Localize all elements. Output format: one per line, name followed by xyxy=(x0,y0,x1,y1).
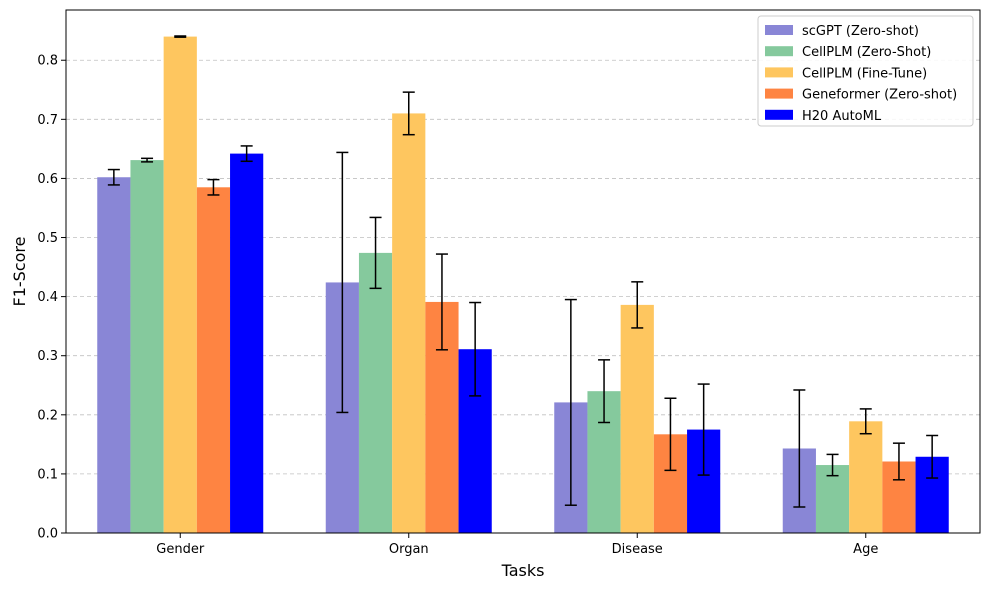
bar xyxy=(620,304,654,533)
y-tick-label: 0.6 xyxy=(37,172,58,187)
bars xyxy=(97,36,949,534)
bar xyxy=(130,160,164,534)
bar xyxy=(358,252,393,533)
bar xyxy=(392,113,426,533)
y-axis-label: F1-Score xyxy=(10,237,29,307)
y-axis: 0.0 0.1 0.2 0.3 0.4 0.5 0.6 0.7 0.8 xyxy=(37,54,66,542)
y-tick-label: 0.4 xyxy=(37,290,58,305)
bar xyxy=(196,187,231,533)
legend: scGPT (Zero-shot) CellPLM (Zero-Shot) Cell… xyxy=(757,15,974,127)
bar xyxy=(230,153,264,533)
y-tick-label: 0.7 xyxy=(37,113,58,128)
legend-swatch xyxy=(765,46,793,57)
legend-swatch xyxy=(765,109,793,120)
y-tick-label: 0.3 xyxy=(37,349,58,364)
x-tick-label: Gender xyxy=(156,542,205,557)
legend-swatch xyxy=(765,88,793,99)
x-axis: Gender Organ Disease Age xyxy=(156,533,878,557)
bar xyxy=(849,421,883,533)
legend-label: CellPLM (Zero-Shot) xyxy=(802,45,931,60)
y-tick-label: 0.5 xyxy=(37,231,58,246)
legend-label: H20 AutoML xyxy=(802,109,882,124)
y-tick-label: 0.1 xyxy=(37,467,58,482)
y-tick-label: 0.8 xyxy=(37,54,58,69)
legend-swatch xyxy=(765,25,793,35)
legend-label: Geneformer (Zero-shot) xyxy=(802,88,957,103)
legend-label: CellPLM (Fine-Tune) xyxy=(802,66,927,81)
x-axis-label: Tasks xyxy=(501,561,545,580)
error-bars xyxy=(107,35,939,508)
legend-label: scGPT (Zero-shot) xyxy=(802,24,919,39)
bar xyxy=(163,36,197,533)
y-tick-label: 0.2 xyxy=(37,408,58,423)
x-tick-label: Organ xyxy=(389,542,429,557)
grid-lines xyxy=(66,59,980,475)
x-tick-label: Disease xyxy=(612,542,663,557)
legend-swatch xyxy=(765,67,793,78)
legend-box xyxy=(757,15,974,127)
x-tick-label: Age xyxy=(853,542,878,557)
bar xyxy=(97,177,131,533)
y-tick-label: 0.0 xyxy=(37,527,58,542)
plot-frame xyxy=(65,9,981,534)
